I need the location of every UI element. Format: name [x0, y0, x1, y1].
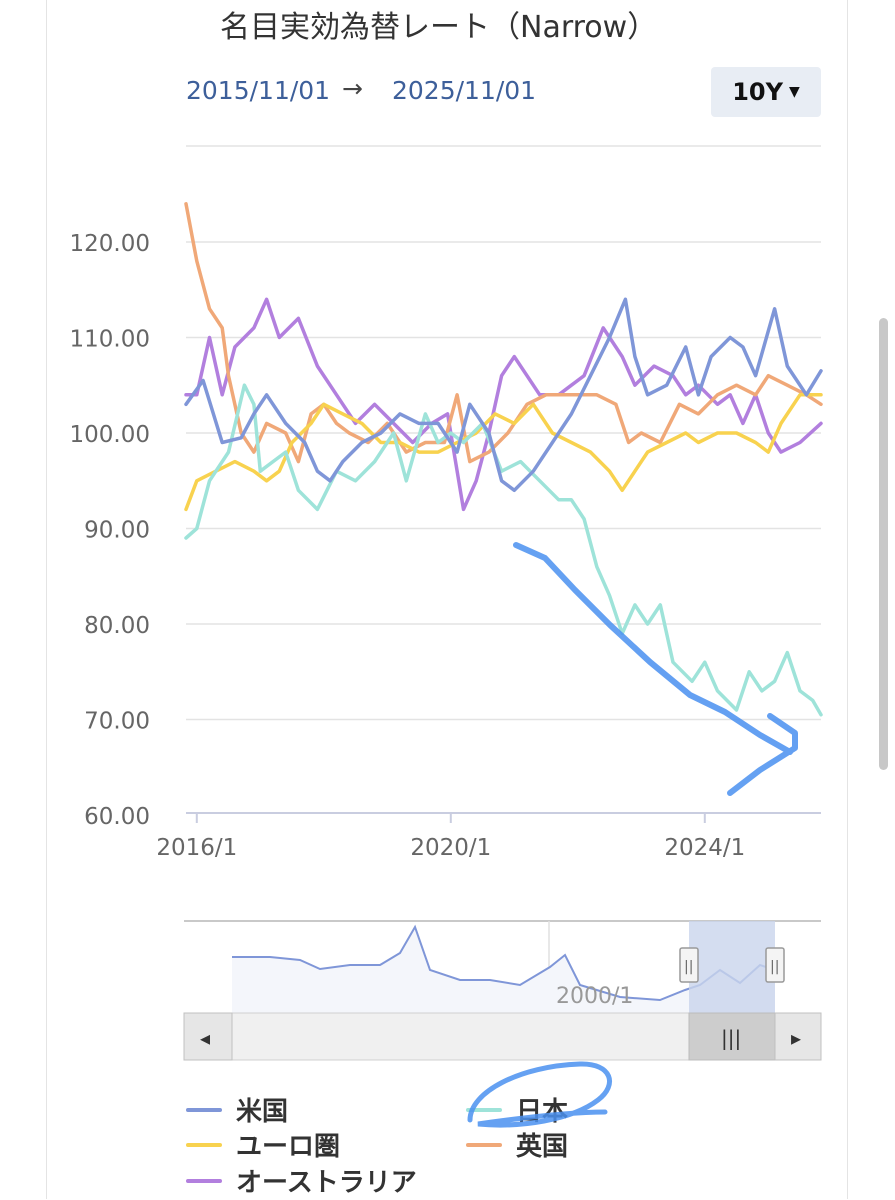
series-line-4[interactable] [184, 202, 823, 464]
x-tick-label: 2024/1 [664, 835, 745, 861]
legend-item[interactable]: 日本 [466, 1091, 568, 1128]
series-line-5[interactable] [184, 297, 823, 512]
main-chart[interactable]: 60.00 70.00 80.00 90.00 100.00 110.00 120.00 2… [0, 0, 895, 880]
annotation-arrowhead [727, 713, 798, 796]
handle-grip-icon: || [684, 959, 693, 975]
handwritten-annotation-arrow [513, 542, 798, 796]
legend-label: 英国 [516, 1132, 569, 1162]
y-tick-label: 100.00 [70, 422, 150, 448]
legend-swatch [186, 1178, 222, 1183]
navigator-axis-label: 2000/1 [556, 984, 633, 1009]
legend-item[interactable]: ユーロ圏 [186, 1126, 340, 1163]
scroll-left-button[interactable] [183, 1012, 233, 1061]
navigator-area [232, 927, 775, 1013]
legend-swatch [466, 1142, 502, 1147]
y-tick-label: 110.00 [70, 327, 150, 353]
navigator[interactable]: 2000/1 || || ◂ ||| ▸ [0, 905, 895, 1065]
legend-item[interactable]: 英国 [466, 1126, 568, 1163]
arrow-right-icon: ▸ [791, 1026, 801, 1050]
range-end-date[interactable]: 2025/11/01 [392, 76, 537, 105]
legend-swatch [186, 1142, 222, 1147]
x-tick-label: 2016/1 [156, 835, 237, 861]
y-tick-label: 120.00 [70, 231, 150, 257]
chart-title: 名目実効為替レート（Narrow） [220, 10, 658, 45]
page-scrollbar[interactable] [879, 318, 888, 770]
range-start-date[interactable]: 2015/11/01 [186, 76, 331, 105]
legend-item[interactable]: オーストラリア [186, 1162, 417, 1199]
legend-swatch [466, 1107, 502, 1112]
legend-label: 日本 [516, 1097, 569, 1127]
x-tick-label: 2020/1 [410, 835, 491, 861]
range-selector-label: 10Y [732, 78, 783, 106]
scrollbar-thumb[interactable] [688, 1012, 776, 1061]
y-tick-label: 80.00 [84, 613, 150, 639]
legend-swatch [186, 1107, 222, 1112]
navigator-selection[interactable] [689, 921, 775, 1013]
scroll-right-button[interactable] [774, 1012, 822, 1061]
annotation-arrow-stroke [513, 542, 793, 755]
arrow-left-icon: ◂ [200, 1026, 210, 1050]
handle-grip-icon: || [770, 959, 779, 975]
range-arrow: → [342, 74, 363, 103]
legend-label: 米国 [236, 1097, 289, 1127]
series-line-2[interactable] [184, 383, 823, 717]
navigator-handle-left[interactable] [679, 947, 699, 983]
series-line-1[interactable] [184, 297, 823, 493]
series-line-3[interactable] [184, 393, 823, 512]
range-selector-button[interactable]: 10Y ▼ [711, 67, 821, 117]
y-tick-label: 70.00 [84, 709, 150, 735]
scrollbar-grip-icon: ||| [721, 1026, 741, 1050]
y-tick-label: 60.00 [84, 804, 150, 830]
legend-label: オーストラリア [236, 1168, 417, 1198]
chevron-down-icon: ▼ [789, 84, 800, 100]
legend: 米国 日本ユーロ圏 英国オーストラリア [0, 1090, 895, 1200]
legend-label: ユーロ圏 [236, 1132, 341, 1162]
y-tick-label: 90.00 [84, 518, 150, 544]
navigator-handle-right[interactable] [765, 947, 785, 983]
legend-item[interactable]: 米国 [186, 1091, 288, 1128]
